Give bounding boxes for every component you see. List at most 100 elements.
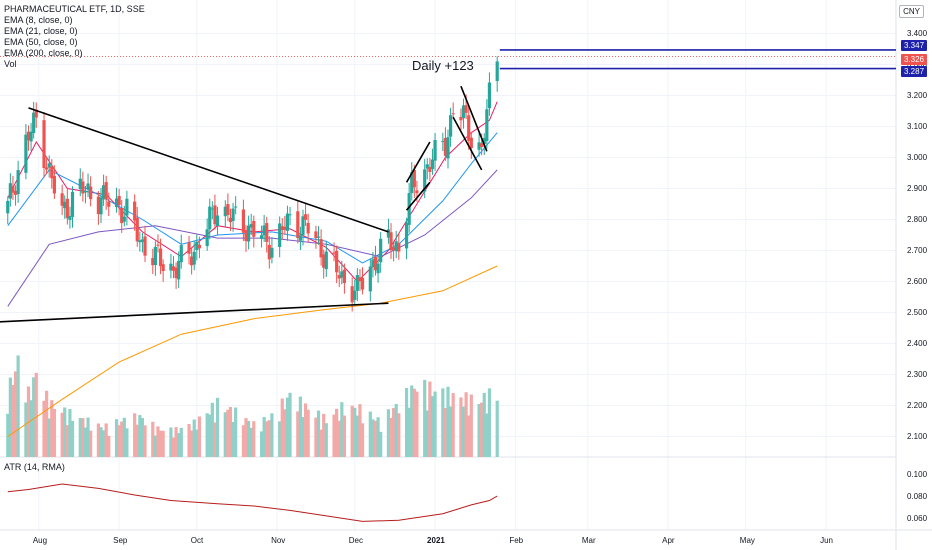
volume-bar: [451, 393, 455, 457]
candle-body: [143, 236, 147, 256]
candle-body: [335, 250, 339, 273]
price-tick-label: 2.400: [907, 338, 928, 348]
candle-body: [161, 264, 165, 272]
volume-bar: [228, 406, 233, 457]
volume-bar: [104, 423, 108, 457]
volume-bar: [226, 409, 230, 457]
candle-body: [190, 256, 194, 266]
candle-body: [197, 244, 201, 249]
trendline: [0, 302, 389, 323]
atr-series: [7, 483, 498, 522]
volume-bar: [34, 372, 38, 457]
annotation-daily: Daily +123: [412, 58, 474, 73]
price-tick-label: 2.900: [907, 183, 928, 193]
candle-body: [89, 186, 93, 200]
volume-bar: [138, 415, 142, 457]
candle-body: [404, 222, 409, 249]
volume-bar: [373, 420, 378, 457]
candle-body: [487, 82, 492, 109]
candle-body: [485, 109, 489, 141]
volume-bar: [174, 427, 178, 457]
candle-body: [13, 190, 18, 195]
candle-body: [322, 254, 326, 268]
candle-body: [138, 240, 142, 243]
legend-ema21[interactable]: EMA (21, close, 0): [4, 26, 78, 36]
volume-bar: [101, 430, 106, 457]
candle-body: [223, 206, 227, 217]
volume-bar: [397, 413, 401, 457]
candle-body: [301, 216, 305, 235]
volume-bar: [213, 422, 217, 457]
candle-body: [45, 167, 49, 170]
volume-bar: [270, 413, 274, 457]
candle-body: [241, 209, 246, 233]
volume-bar: [259, 431, 264, 457]
candle-body: [353, 290, 357, 300]
volume-bar: [355, 415, 359, 457]
volume-bar: [114, 419, 119, 457]
candle-body: [187, 242, 191, 254]
volume-bar: [99, 427, 103, 457]
candle-body: [231, 208, 235, 221]
volume-bar: [360, 423, 365, 457]
candle-body: [171, 266, 176, 271]
atr-legend[interactable]: ATR (14, RMA): [4, 462, 65, 472]
volume-bar: [156, 426, 160, 457]
candle-body: [86, 183, 90, 190]
volume-bar: [187, 424, 191, 457]
candle-body: [259, 235, 264, 239]
legend-ema8[interactable]: EMA (8, close, 0): [4, 15, 73, 25]
candle-body: [42, 120, 46, 169]
volume-bar: [358, 404, 362, 457]
volume-bar: [179, 427, 183, 457]
volume-bar: [45, 390, 49, 457]
volume-bar: [285, 397, 290, 457]
volume-bar: [469, 394, 473, 457]
atr-tick-label: 0.060: [907, 514, 928, 524]
candle-body: [285, 213, 290, 231]
volume-bar: [392, 408, 396, 457]
currency-selector[interactable]: CNY: [899, 5, 924, 18]
candle-body: [389, 232, 393, 251]
volume-bar: [283, 409, 287, 457]
price-tick-label: 3.000: [907, 152, 928, 162]
volume-bar: [301, 417, 305, 457]
volume-bar: [319, 429, 323, 457]
candle-body: [11, 186, 15, 193]
volume-bar: [407, 407, 411, 457]
candle-body: [482, 138, 486, 145]
candle-body: [332, 252, 336, 254]
candle-body: [140, 239, 145, 242]
candle-body: [125, 198, 129, 216]
volume-bar: [192, 419, 196, 457]
trendline: [405, 141, 431, 183]
volume-bar: [433, 391, 437, 457]
volume-bar: [6, 413, 10, 457]
volume-bar: [215, 397, 220, 457]
volume-bar: [482, 392, 486, 457]
legend-ema200[interactable]: EMA (200, close, 0): [4, 48, 83, 58]
atr-line: [7, 483, 498, 522]
legend-ema50[interactable]: EMA (50, close, 0): [4, 37, 78, 47]
volume-bar: [247, 420, 251, 457]
legend-title: PHARMACEUTICAL ETF, 1D, SSE: [4, 4, 145, 14]
volume-bar: [448, 406, 453, 457]
candle-body: [461, 105, 466, 119]
candle-body: [68, 216, 72, 220]
volume-bar: [495, 400, 499, 457]
volume-bar: [60, 412, 64, 457]
time-tick-label: Mar: [581, 536, 596, 545]
candle-body: [65, 198, 69, 219]
volume-bar: [24, 402, 28, 457]
volume-bar: [120, 421, 124, 457]
volume-bar: [8, 377, 12, 457]
volume-bar: [177, 433, 181, 457]
candle-body: [355, 275, 359, 291]
price-tick-label: 3.400: [907, 28, 928, 38]
legend-vol[interactable]: Vol: [4, 59, 17, 69]
price-tag-lower: 3.287: [901, 66, 928, 77]
candle-body: [467, 115, 471, 141]
volume-bar: [252, 421, 256, 457]
volume-bar: [337, 420, 341, 457]
